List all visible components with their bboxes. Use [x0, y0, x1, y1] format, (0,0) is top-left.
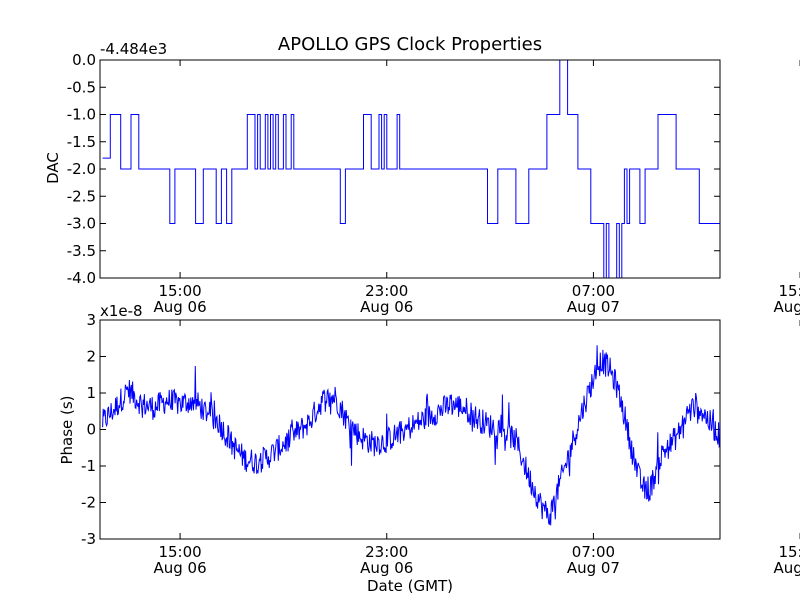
dac-panel: APOLLO GPS Clock Properties -4.484e3 DAC… — [44, 34, 800, 316]
dac-x-tick-time: 15:00 — [158, 282, 201, 300]
dac-offset-label: -4.484e3 — [100, 40, 167, 58]
dac-x-tick-time: 23:00 — [365, 282, 408, 300]
phase-y-axis-label: Phase (s) — [58, 395, 76, 464]
phase-x-tick-time: 15:00 — [778, 543, 800, 561]
phase-x-tick-date: Aug 06 — [360, 559, 413, 577]
phase-y-tick-label: -1 — [81, 457, 96, 475]
phase-x-tick-time: 23:00 — [365, 543, 408, 561]
phase-panel: x1e-8 Phase (s) Date (GMT) 3 2 1 0 -1 -2 -3 15:… — [58, 302, 800, 595]
dac-y-tick-label: -3.0 — [67, 215, 96, 233]
phase-x-tick-time: 07:00 — [572, 543, 615, 561]
phase-x-tick-date: Aug 06 — [154, 559, 207, 577]
dac-series-line — [102, 60, 720, 278]
dac-x-tick-date: Aug 06 — [154, 298, 207, 316]
dac-y-tick-label: -1.0 — [67, 106, 96, 124]
phase-plot-area — [102, 345, 720, 526]
dac-y-tick-label: -0.5 — [67, 78, 96, 96]
phase-x-tick-date: Aug 07 — [774, 559, 800, 577]
dac-x-tick-date: Aug 07 — [567, 298, 620, 316]
dac-x-tick-time: 07:00 — [572, 282, 615, 300]
phase-axes-frame — [99, 319, 721, 540]
dac-y-tick-label: -2.0 — [67, 160, 96, 178]
phase-y-tick-label: 2 — [86, 348, 96, 366]
dac-y-tick-label: -2.5 — [67, 187, 96, 205]
phase-y-tick-label: -3 — [81, 530, 96, 548]
dac-x-tick-date: Aug 07 — [774, 298, 800, 316]
chart-title: APOLLO GPS Clock Properties — [278, 34, 542, 55]
dac-x-tick-time: 15:00 — [778, 282, 800, 300]
phase-y-tick-label: 3 — [86, 311, 96, 329]
phase-x-tick-date: Aug 07 — [567, 559, 620, 577]
phase-y-tick-label: -2 — [81, 494, 96, 512]
dac-ticks: 0.0 -0.5 -1.0 -1.5 -2.0 -2.5 -3.0 -3.5 -4.0 15:00… — [67, 51, 800, 316]
phase-x-tick-time: 15:00 — [158, 543, 201, 561]
phase-y-tick-label: 0 — [86, 421, 96, 439]
dac-y-tick-label: 0.0 — [72, 51, 96, 69]
phase-series-line — [102, 345, 720, 526]
dac-x-tick-date: Aug 06 — [360, 298, 413, 316]
dac-y-tick-label: -1.5 — [67, 133, 96, 151]
dac-plot-area — [102, 60, 720, 278]
dac-y-axis-label: DAC — [44, 152, 62, 184]
dac-axes-frame — [99, 59, 721, 279]
phase-y-tick-label: 1 — [86, 384, 96, 402]
dac-y-tick-label: -3.5 — [67, 242, 96, 260]
phase-offset-label: x1e-8 — [100, 302, 143, 320]
phase-x-axis-label: Date (GMT) — [367, 577, 453, 595]
dac-y-tick-label: -4.0 — [67, 269, 96, 287]
